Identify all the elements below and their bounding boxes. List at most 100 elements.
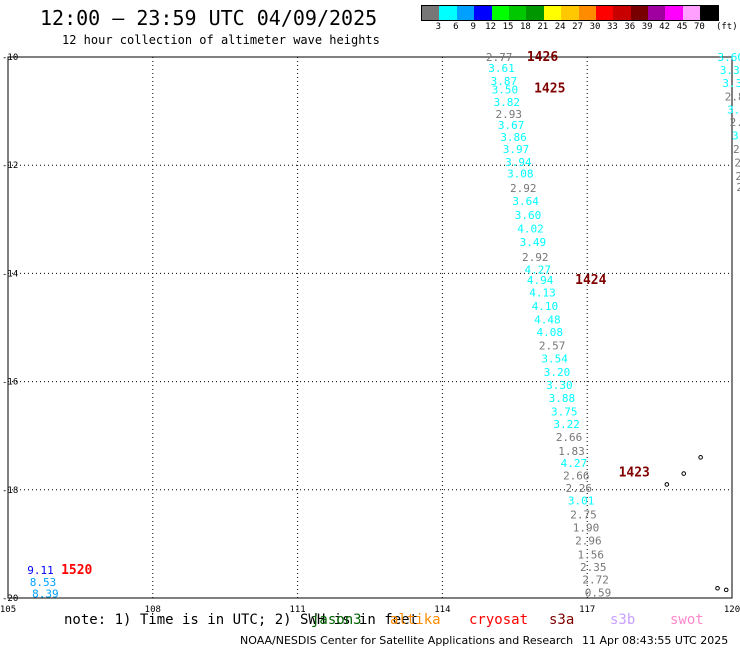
wave-height-value: 4.13 — [529, 286, 556, 299]
wave-height-value: 4.08 — [537, 326, 564, 339]
wave-height-value: 3.94 — [505, 156, 532, 169]
pass-label: 1423 — [619, 465, 650, 480]
wave-height-value: 4.27 — [561, 457, 588, 470]
wave-height-value: 1.83 — [558, 445, 585, 458]
lon-label: 114 — [434, 605, 450, 615]
wave-height-value: 8.53 — [30, 576, 57, 589]
wave-height-value: 3.86 — [500, 131, 527, 144]
wave-height-value: 3.08 — [507, 167, 534, 180]
island-outline — [681, 471, 687, 476]
wave-height-value: 2.66 — [556, 431, 583, 444]
color-swatch — [508, 6, 527, 20]
wave-height-value: 0.59 — [585, 587, 612, 600]
credit-text: NOAA/NESDIS Center for Satellite Applica… — [240, 634, 574, 647]
wave-height-value: 3.3 — [722, 77, 740, 90]
wave-height-value: 2.26 — [565, 482, 592, 495]
color-tick-label: 70 — [693, 22, 705, 32]
wave-height-value: 3.67 — [498, 119, 525, 132]
wave-height-value: 4.02 — [517, 222, 544, 235]
wave-height-value: 3.60 — [718, 51, 740, 64]
page-subtitle: 12 hour collection of altimeter wave hei… — [62, 33, 380, 47]
pass-label: 1425 — [534, 81, 565, 96]
color-tick-label: 12 — [485, 22, 497, 32]
wave-height-value: 3.88 — [549, 392, 576, 405]
lat-label: -12 — [2, 161, 18, 171]
wave-height-value: 3.54 — [541, 352, 568, 365]
color-swatch — [456, 6, 475, 20]
lat-label: -16 — [2, 378, 18, 388]
color-swatch — [491, 6, 509, 20]
color-swatch — [682, 6, 701, 20]
color-swatch — [700, 6, 718, 20]
page-title: 12:00 – 23:59 UTC 04/09/2025 — [40, 6, 378, 30]
color-unit-label: (ft) — [715, 22, 738, 32]
wave-height-value: 2.35 — [580, 561, 607, 574]
color-swatch — [422, 6, 440, 20]
color-tick-label: 39 — [641, 22, 653, 32]
wave-height-value: 3.34 — [720, 64, 740, 77]
wave-height-value: 2.81 — [725, 90, 740, 103]
wave-height-value: 4.48 — [534, 313, 561, 326]
wave-height-value: 3.97 — [503, 143, 530, 156]
pass-label: 1520 — [61, 563, 92, 578]
wave-height-value: 3.30 — [546, 379, 573, 392]
island-outline — [698, 455, 703, 460]
color-swatch — [665, 6, 683, 20]
generation-timestamp: 11 Apr 08:43:55 UTC 2025 — [582, 634, 729, 647]
wave-height-value: 2.92 — [510, 182, 537, 195]
wave-height-value: 3.61 — [488, 62, 514, 75]
lat-label: -10 — [2, 53, 18, 63]
wave-height-value: 3.3 — [732, 129, 740, 142]
wave-height-value: 2.57 — [539, 339, 566, 352]
island-outline — [664, 482, 670, 487]
wave-height-value: 2.93 — [495, 108, 522, 121]
wave-height-value: 3.50 — [492, 83, 518, 96]
color-swatch — [474, 6, 492, 20]
island-outline — [715, 585, 720, 591]
color-tick-label: 36 — [624, 22, 636, 32]
map-frame — [7, 56, 733, 599]
color-swatch — [595, 6, 614, 20]
wave-height-value: 1.90 — [573, 522, 600, 535]
color-swatch — [613, 6, 631, 20]
wave-height-value: 2.92 — [522, 251, 549, 264]
satellite-legend-item: cryosat — [469, 612, 529, 628]
color-swatch — [578, 6, 596, 20]
wave-height-value: 4.94 — [527, 274, 554, 287]
wave-height-value: 2. — [733, 143, 740, 156]
color-tick-label: 45 — [676, 22, 688, 32]
color-scale-bar — [421, 5, 719, 21]
color-swatch — [439, 6, 457, 20]
lon-label: 117 — [579, 605, 595, 615]
wave-height-value: 2.72 — [582, 574, 609, 587]
wave-height-value: 2.75 — [570, 509, 597, 522]
wave-height-value: 3.87 — [491, 75, 517, 88]
color-scale-ticks: 3 6 9 12 15 18 21 24 27 30 33 36 39 42 45 70 (ft) — [421, 22, 738, 34]
lon-label: 111 — [289, 605, 305, 615]
wave-height-value: 3.01 — [568, 495, 595, 508]
wave-height-value: 3.49 — [520, 236, 547, 249]
wave-height-value: 3.22 — [553, 418, 580, 431]
satellite-legend-item: swot — [670, 612, 704, 628]
color-tick-label: 21 — [537, 22, 549, 32]
wave-height-value: 3.64 — [512, 195, 539, 208]
wave-height-value: 2 — [735, 170, 740, 183]
color-swatch — [648, 6, 666, 20]
lon-label: 105 — [0, 605, 16, 615]
lat-label: -20 — [2, 594, 18, 604]
wave-height-value: 8.39 — [32, 588, 59, 601]
satellite-legend-item: altika — [390, 612, 441, 628]
color-swatch — [561, 6, 579, 20]
color-tick-label: 33 — [606, 22, 618, 32]
pass-label: 1426 — [527, 50, 558, 65]
island-outline — [723, 587, 729, 593]
lon-label: 108 — [145, 605, 161, 615]
wave-height-value: 2.96 — [575, 535, 602, 548]
wave-height-value: 1.56 — [578, 549, 605, 562]
color-tick-label: 3 — [435, 22, 442, 32]
wave-height-value: 2.9 — [730, 116, 740, 129]
color-swatch — [630, 6, 649, 20]
lon-label: 120 — [724, 605, 740, 615]
color-tick-label: 27 — [572, 22, 584, 32]
